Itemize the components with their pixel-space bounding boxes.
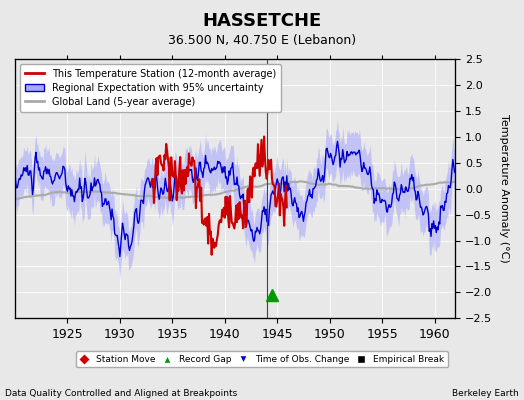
Text: 36.500 N, 40.750 E (Lebanon): 36.500 N, 40.750 E (Lebanon) (168, 34, 356, 47)
Legend: Station Move, Record Gap, Time of Obs. Change, Empirical Break: Station Move, Record Gap, Time of Obs. C… (77, 351, 447, 368)
Legend: This Temperature Station (12-month average), Regional Expectation with 95% uncer: This Temperature Station (12-month avera… (20, 64, 281, 112)
Text: Berkeley Earth: Berkeley Earth (452, 389, 519, 398)
Text: Data Quality Controlled and Aligned at Breakpoints: Data Quality Controlled and Aligned at B… (5, 389, 237, 398)
Text: HASSETCHE: HASSETCHE (202, 12, 322, 30)
Y-axis label: Temperature Anomaly (°C): Temperature Anomaly (°C) (499, 114, 509, 263)
